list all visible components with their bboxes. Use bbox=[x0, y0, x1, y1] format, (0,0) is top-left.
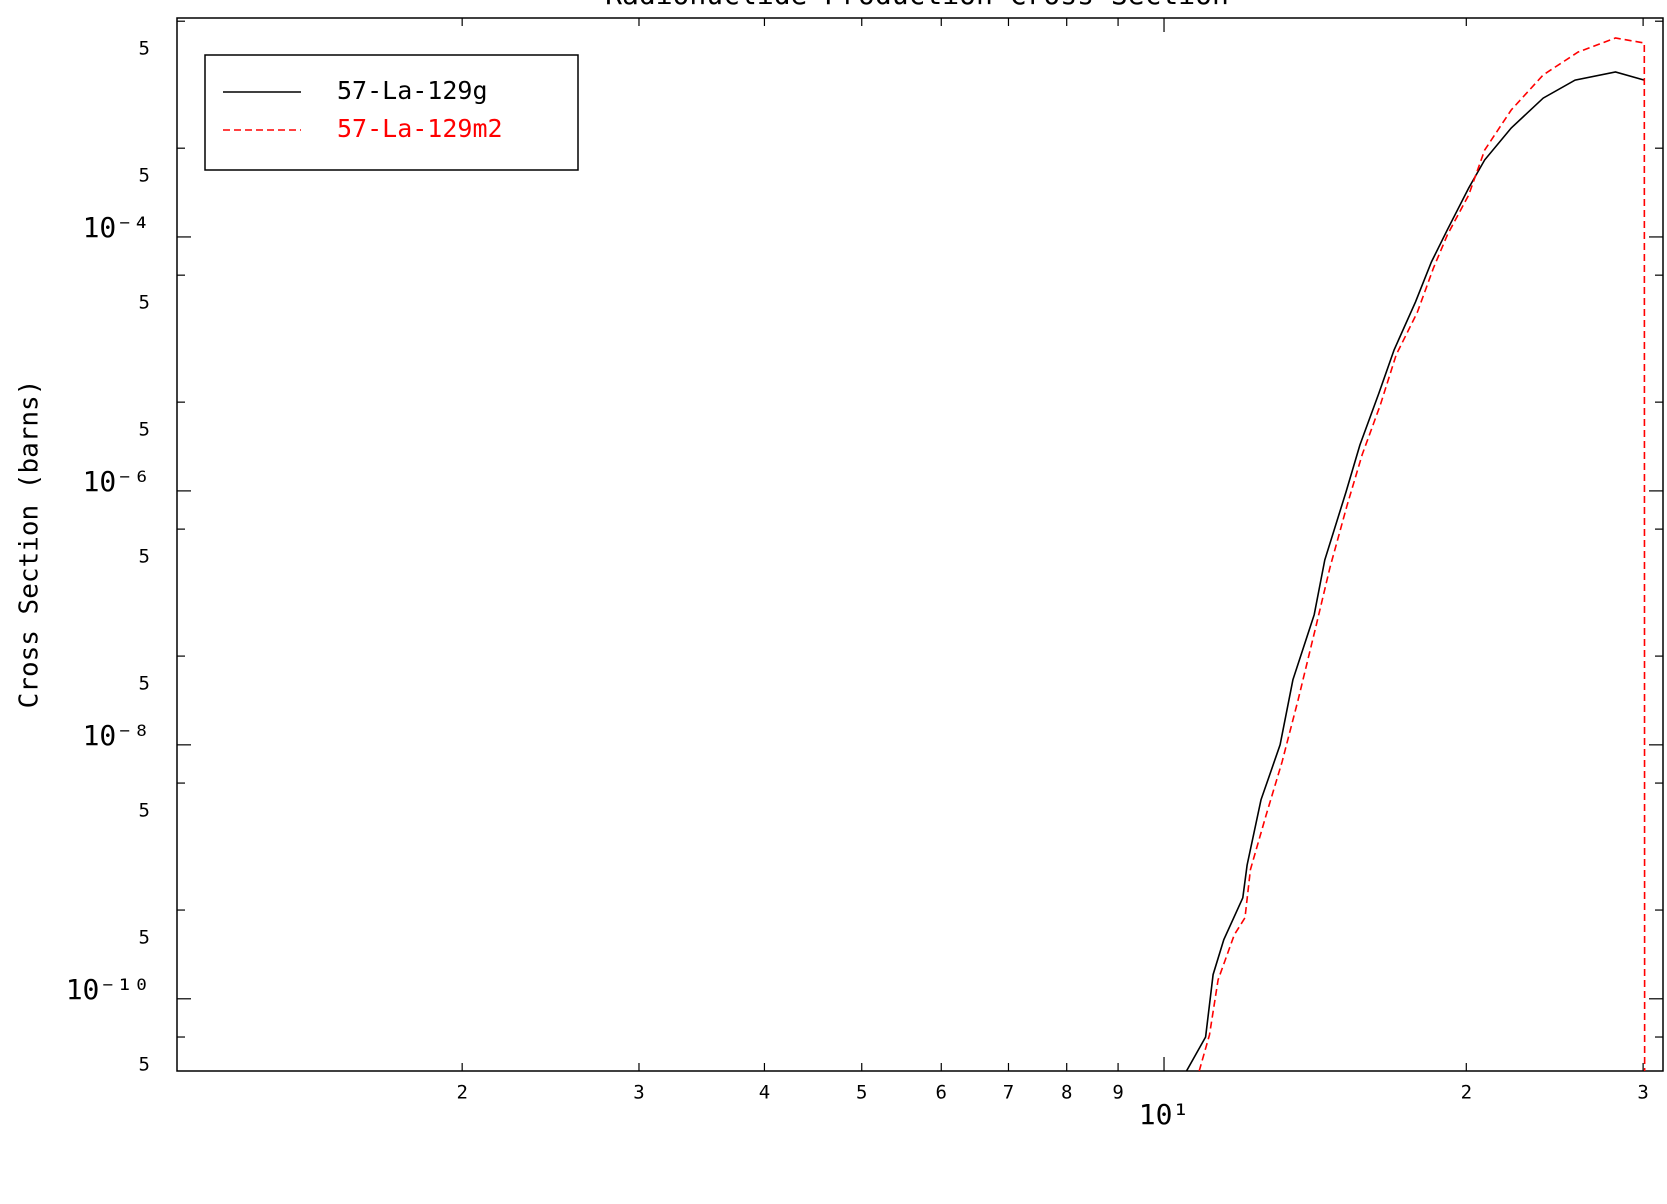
y-tick-label: 5 bbox=[139, 38, 150, 60]
x-tick-label: 6 bbox=[936, 1082, 947, 1104]
y-tick-label: 5 bbox=[139, 673, 150, 695]
legend-box bbox=[204, 54, 579, 171]
legend-label: 57-La-129m2 bbox=[337, 114, 503, 143]
line-series bbox=[1198, 37, 1646, 1071]
y-tick-label: 5 bbox=[139, 927, 150, 949]
y-tick-label: 5 bbox=[139, 546, 150, 568]
y-tick-label: 5 bbox=[139, 165, 150, 187]
x-tick-label: 3 bbox=[1637, 1082, 1648, 1104]
chart-title: Radionuclide Production Cross Section bbox=[605, 0, 1229, 11]
x-tick-label: 5 bbox=[856, 1082, 867, 1104]
legend-label: 57-La-129g bbox=[337, 76, 488, 105]
x-tick-label: 4 bbox=[759, 1082, 770, 1104]
y-axis-label: Cross Section (barns) bbox=[15, 380, 45, 709]
y-tick-label: 10⁻⁶ bbox=[83, 465, 150, 498]
x-tick-label: 10¹ bbox=[1139, 1098, 1190, 1131]
plot-frame bbox=[176, 17, 1664, 1072]
plot-area bbox=[1185, 37, 1646, 1071]
x-tick-label: 7 bbox=[1003, 1082, 1014, 1104]
y-tick-label: 10⁻¹⁰ bbox=[66, 973, 150, 1006]
x-tick-label: 8 bbox=[1061, 1082, 1072, 1104]
y-tick-label: 5 bbox=[139, 419, 150, 441]
y-tick-label: 10⁻⁸ bbox=[83, 719, 150, 752]
x-tick-label: 3 bbox=[633, 1082, 644, 1104]
y-tick-label: 10⁻⁴ bbox=[83, 211, 150, 244]
x-tick-label: 2 bbox=[456, 1082, 467, 1104]
y-tick-label: 5 bbox=[139, 292, 150, 314]
x-tick-label: 2 bbox=[1461, 1082, 1472, 1104]
x-tick-label: 9 bbox=[1112, 1082, 1123, 1104]
y-tick-label: 5 bbox=[139, 800, 150, 822]
y-tick-label: 5 bbox=[139, 1054, 150, 1076]
line-series bbox=[1185, 71, 1645, 1071]
